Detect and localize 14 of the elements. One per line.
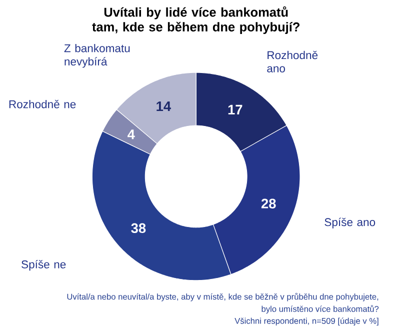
slice-label: Rozhodně ne [9, 100, 76, 108]
data-label: 28 [261, 198, 276, 208]
slice-label: Spíše ne [22, 260, 66, 270]
text: Všichni respondenti, n=509 [údaje v %] [234, 317, 378, 326]
chart-title: Uvítali by lidé více bankomatů tam, kde se během dne pohybují? [92, 6, 300, 34]
data-label: 4 [128, 129, 135, 139]
data-label: 17 [228, 104, 242, 114]
slice-label: Rozhodně ano [267, 50, 318, 72]
slice-label: Z bankomatu nevybírá [64, 44, 130, 68]
text: bylo umístěno více bankomatů? [262, 304, 379, 314]
text: Uvítal/a nebo neuvítal/a byste, aby v místě, kde se běžně v průběhu dne pohybujete, [67, 292, 378, 302]
data-label: 14 [156, 101, 171, 111]
slice-label: Spíše ano [324, 218, 376, 228]
data-label: 38 [131, 223, 146, 233]
